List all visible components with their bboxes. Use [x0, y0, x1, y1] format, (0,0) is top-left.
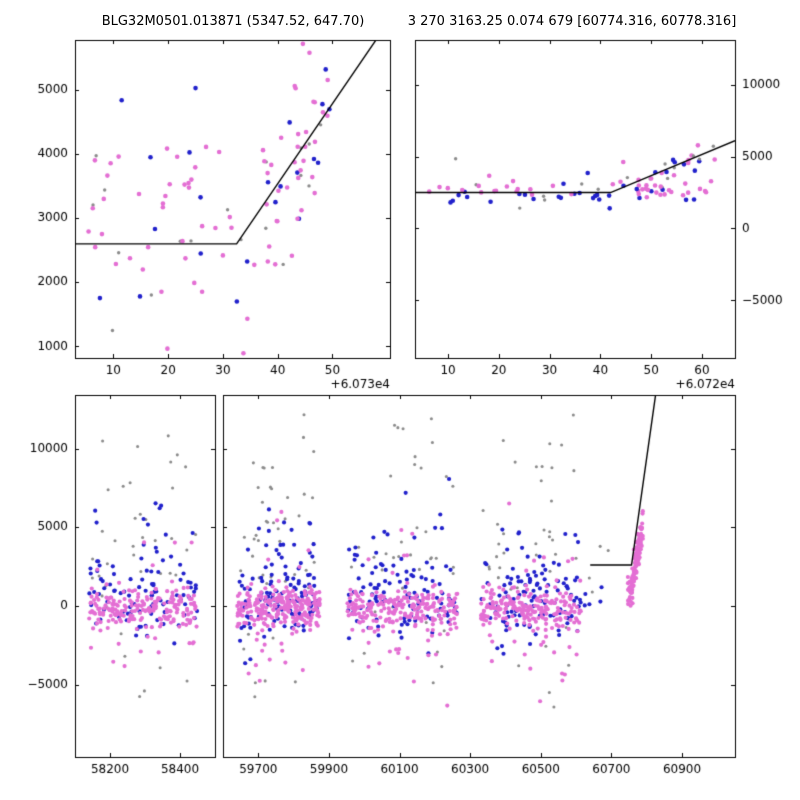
plot-title-left: BLG32M0501.013871 (5347.52, 647.70): [101, 14, 365, 29]
plot-title-right: 3 270 3163.25 0.074 679 [60774.316, 6077…: [407, 14, 737, 29]
